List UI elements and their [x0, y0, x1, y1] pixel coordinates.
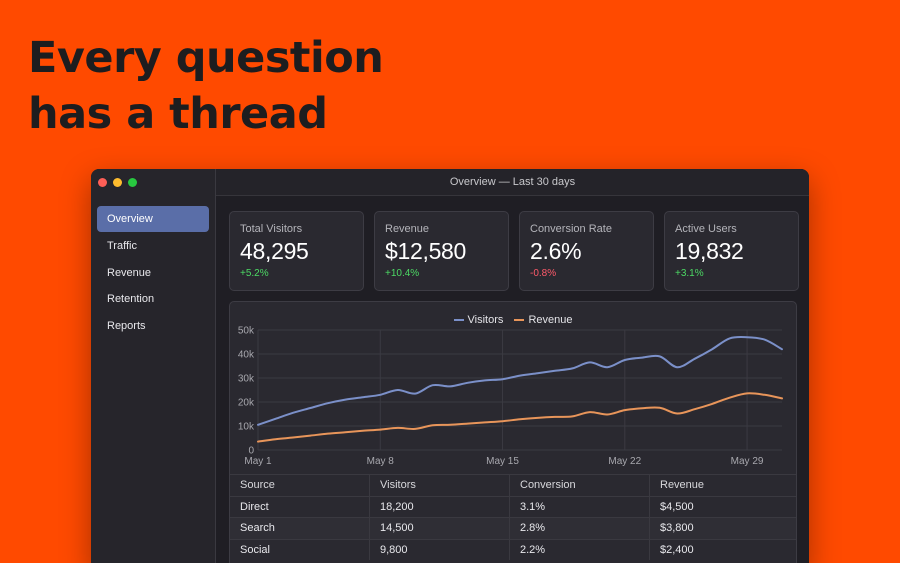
- table-row[interactable]: Direct 18,200 3.1% $4,500: [230, 495, 796, 517]
- table-cell: 18,200: [370, 496, 510, 517]
- sidebar-nav: Overview Traffic Revenue Retention Repor…: [97, 206, 209, 340]
- x-tick-label: May 8: [367, 456, 395, 467]
- kpi-label: Active Users: [675, 223, 737, 235]
- y-tick-label: 10k: [238, 422, 255, 433]
- table-cell: $3,800: [660, 522, 694, 534]
- kpi-delta: -0.8%: [530, 268, 557, 279]
- legend-label-visitors: Visitors: [467, 314, 504, 326]
- sidebar: Overview Traffic Revenue Retention Repor…: [91, 169, 216, 563]
- y-tick-label: 20k: [238, 398, 255, 409]
- table-cell: Search: [230, 518, 370, 539]
- sidebar-item-retention[interactable]: Retention: [107, 293, 155, 306]
- table-cell: 9,800: [370, 539, 510, 560]
- kpi-delta: +3.1%: [675, 268, 704, 279]
- y-tick-label: 40k: [238, 350, 255, 361]
- series-line-revenue: [257, 392, 783, 443]
- headline-line-1: Every question: [28, 33, 384, 83]
- y-tick-label: 50k: [238, 326, 255, 337]
- kpi-card-revenue: Revenue $12,580 +10.4%: [374, 211, 509, 291]
- sidebar-item-revenue[interactable]: Revenue: [107, 266, 152, 279]
- window-title: Overview — Last 30 days: [216, 169, 809, 196]
- close-window-button[interactable]: [98, 178, 107, 187]
- legend-swatch-visitors: [453, 319, 464, 321]
- sidebar-item-reports[interactable]: Reports: [107, 320, 146, 333]
- column-header-conversion[interactable]: Conversion: [510, 475, 650, 496]
- kpi-card-conversion-rate: Conversion Rate 2.6% -0.8%: [519, 211, 654, 291]
- kpi-value: $12,580: [385, 238, 467, 264]
- headline: Every question has a thread: [28, 30, 384, 142]
- table-cell: $4,500: [660, 500, 694, 513]
- sidebar-item-overview[interactable]: Overview: [97, 206, 209, 232]
- column-header-visitors[interactable]: Visitors: [370, 475, 510, 496]
- kpi-label: Total Visitors: [240, 223, 303, 235]
- series-line-visitors: [257, 335, 783, 426]
- kpi-delta: +10.4%: [385, 268, 420, 279]
- column-header-revenue[interactable]: Revenue: [660, 479, 705, 491]
- table-cell: Direct: [230, 496, 370, 517]
- chart-panel: Visitors Revenue 0 10k 20k 30k 40k 50k May 1 Ma…: [229, 301, 797, 563]
- kpi-label: Revenue: [385, 223, 430, 235]
- x-tick-label: May 22: [608, 456, 641, 467]
- table-row[interactable]: Search 14,500 2.8% $3,800: [230, 517, 796, 539]
- sources-table: Source Visitors Conversion Revenue Direc…: [230, 474, 796, 560]
- kpi-value: 2.6%: [530, 238, 582, 264]
- minimize-window-button[interactable]: [113, 178, 122, 187]
- main-content: Total Visitors 48,295 +5.2% Revenue $12,…: [216, 196, 809, 563]
- x-tick-label: May 29: [731, 456, 764, 467]
- kpi-delta: +5.2%: [240, 268, 269, 279]
- y-tick-label: 0: [248, 446, 254, 457]
- table-header-row: Source Visitors Conversion Revenue: [230, 474, 796, 496]
- legend-label-revenue: Revenue: [528, 314, 573, 326]
- kpi-value: 48,295: [240, 238, 309, 264]
- kpi-label: Conversion Rate: [530, 223, 612, 235]
- table-cell: Social: [230, 539, 370, 560]
- kpi-value: 19,832: [675, 238, 744, 264]
- table-cell: 3.1%: [510, 496, 650, 517]
- x-tick-label: May 1: [244, 456, 272, 467]
- zoom-window-button[interactable]: [128, 178, 137, 187]
- x-tick-label: May 15: [486, 456, 519, 467]
- table-row[interactable]: Social 9,800 2.2% $2,400: [230, 538, 796, 560]
- chart-legend: Visitors Revenue: [230, 312, 796, 326]
- table-cell: $2,400: [660, 543, 694, 556]
- table-cell: 14,500: [370, 518, 510, 539]
- legend-item-visitors[interactable]: Visitors: [453, 314, 504, 326]
- kpi-cards: Total Visitors 48,295 +5.2% Revenue $12,…: [229, 211, 799, 291]
- line-chart: 0 10k 20k 30k 40k 50k May 1 May 8 May 15 May 22 Ma…: [238, 326, 783, 467]
- headline-line-2: has a thread: [28, 89, 328, 139]
- window-controls: [98, 178, 137, 187]
- kpi-card-total-visitors: Total Visitors 48,295 +5.2%: [229, 211, 364, 291]
- y-tick-label: 30k: [238, 374, 255, 385]
- table-cell: 2.8%: [510, 518, 650, 539]
- legend-item-revenue[interactable]: Revenue: [514, 314, 572, 326]
- legend-swatch-revenue: [514, 319, 525, 321]
- app-window: Overview Traffic Revenue Retention Repor…: [91, 169, 809, 563]
- kpi-card-active-users: Active Users 19,832 +3.1%: [664, 211, 799, 291]
- sidebar-item-traffic[interactable]: Traffic: [107, 239, 137, 252]
- column-header-source[interactable]: Source: [230, 475, 370, 496]
- table-cell: 2.2%: [510, 539, 650, 560]
